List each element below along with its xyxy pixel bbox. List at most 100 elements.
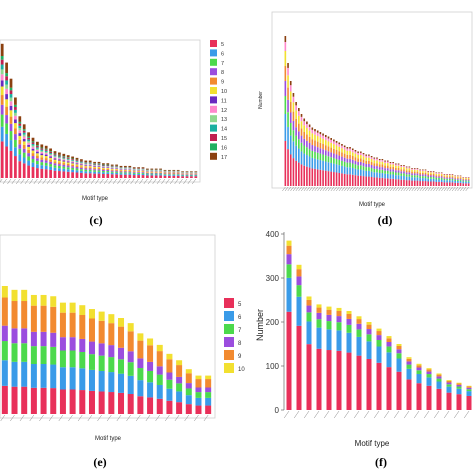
panel-d-xtick-10 [309,186,313,192]
panel-f-bar-14-seg-2 [426,374,432,378]
panel-d-bar-34-seg-7 [376,157,378,159]
panel-c-bar-16-seg-5 [71,163,74,165]
panel-d-bar-32-seg-1 [370,171,373,177]
panel-c-bar-1-seg-2 [5,123,8,134]
panel-d-bar-62-seg-1 [451,180,454,183]
panel-c-bar-18-seg-9 [80,162,83,163]
panel-d-bar-38-seg-6 [386,161,389,164]
panel-c-bar-22-seg-7 [97,165,101,167]
panel-f-bar-1-seg-2 [296,285,302,297]
panel-d-bar-65-seg-0 [459,182,462,186]
legend-c-swatch-13 [210,115,217,123]
panel-c-bar-38-seg-12 [168,169,171,171]
panel-c-xtick-19 [81,178,87,185]
panel-f-bar-5-seg-1 [336,330,342,351]
panel-e-xtick-7 [68,414,73,422]
panel-e-bar-12-seg-4 [118,326,125,348]
panel-d-bar-10-seg-7 [311,127,314,130]
panel-e-bar-17-seg-1 [166,388,173,401]
panel-c-bar-21-seg-12 [93,161,96,164]
panel-c-bar-17-seg-1 [75,170,79,173]
panel-d-bar-30-seg-7 [365,154,368,156]
legend-c-label-8: 8 [221,70,224,76]
panel-e-bar-11-seg-5 [108,314,115,324]
panel-d-bar-60-seg-1 [446,180,448,183]
panel-c-bar-22-seg-10 [97,163,101,165]
panel-d-bar-24-seg-4 [349,154,351,159]
panel-d-bar-4-seg-4 [295,118,297,128]
panel-d-bar-31-seg-1 [368,170,370,177]
panel-d-bar-1-seg-3 [287,99,289,113]
panel-d-bar-37-seg-6 [384,161,386,164]
panel-c-bar-15-seg-8 [66,159,70,161]
panel-d-bar-16-seg-1 [327,162,330,172]
panel-e-bar-18-seg-1 [176,391,183,403]
panel-d-bar-27-seg-6 [357,152,359,155]
panel-d-bar-28-seg-3 [360,161,362,166]
panel-c-bar-5-seg-4 [22,144,26,149]
panel-d-xtick-12 [314,186,318,192]
panel-c-bar-11-seg-2 [49,164,52,167]
panel-c-bar-16-seg-10 [71,159,74,160]
panel-c-bar-21-seg-1 [93,171,96,174]
panel-d-bar-29-seg-2 [362,166,365,171]
panel-c-bar-5-seg-9 [22,132,26,135]
panel-d-bar-41-seg-7 [395,163,397,165]
panel-c-bar-20-seg-1 [88,171,92,174]
panel-e-bar-20-seg-1 [195,397,202,406]
panel-d-bar-19-seg-6 [335,142,338,146]
panel-e-bar-4-seg-1 [40,364,47,388]
panel-d-bar-8-seg-3 [306,140,308,148]
panel-c-bar-14-seg-0 [62,171,66,178]
panel-d-bar-33-seg-2 [373,168,376,173]
panel-f-bar-12-seg-2 [406,364,412,369]
panel-c-bar-40-seg-0 [176,175,180,178]
panel-d-bar-63-seg-0 [454,182,456,186]
panel-c-bar-11-seg-9 [49,153,52,155]
panel-d-bar-11-seg-0 [314,168,316,186]
panel-d-bar-21-seg-2 [341,160,343,166]
panel-d-bar-41-seg-1 [395,175,397,180]
panel-d-bar-37-seg-4 [384,165,386,169]
panel-c-bar-6-seg-3 [27,153,30,157]
panel-d-bar-26-seg-1 [354,168,357,176]
panel-d-bar-6-seg-6 [300,116,303,122]
panel-c-bar-40-seg-5 [176,172,180,174]
panel-d-bar-27-seg-4 [357,158,359,162]
panel-c-bar-4-seg-6 [18,133,22,136]
panel-c-bar-16-seg-3 [71,166,74,168]
panel-d-bar-6-seg-2 [300,142,303,152]
panel-d-bar-31-seg-4 [368,160,370,164]
panel-f-bar-9-seg-4 [376,331,382,336]
panel-d-bar-9-seg-6 [308,126,311,131]
panel-d-bar-8-seg-4 [306,134,308,141]
panel-d-bar-14-seg-6 [322,135,324,139]
panel-c-bar-15-seg-11 [66,157,70,158]
panel-d-bar-23-seg-6 [346,148,349,151]
panel-c-bar-12-seg-2 [53,165,57,168]
panel-d-bar-46-seg-5 [408,168,411,171]
panel-d-bar-1-seg-6 [287,67,289,76]
panel-c-bar-19-seg-6 [84,165,88,167]
panel-e-bar-18-seg-5 [176,360,183,366]
panel-d-bar-16-seg-4 [327,146,330,152]
panel-f-bar-10-seg-2 [386,346,392,353]
panel-d-bar-47-seg-7 [411,168,413,169]
panel-d-xtick-34 [373,186,378,192]
legend-e-label-5: 5 [238,302,242,308]
panel-f-bar-14-seg-0 [426,385,432,410]
panel-f-bar-8-seg-1 [366,341,372,359]
panel-d-bar-1-seg-1 [287,126,289,150]
legend-c-label-13: 13 [221,117,227,123]
panel-f-bar-6-seg-1 [346,332,352,353]
panel-e-bar-20-seg-0 [195,405,202,414]
legend-e-swatch-6 [224,311,234,321]
panel-e: 5 6 7 8 9 10 Motif type (e) [0,234,245,469]
panel-e-bar-13-seg-4 [127,331,134,352]
panel-d-bar-35-seg-3 [378,167,381,170]
panel-d-bar-49-seg-7 [416,168,419,169]
legend-e-swatch-5 [224,298,234,308]
panel-d-bar-6-seg-3 [300,135,303,143]
panel-c-bar-34-seg-12 [150,168,154,170]
panel-c-bar-14-seg-5 [62,161,66,164]
